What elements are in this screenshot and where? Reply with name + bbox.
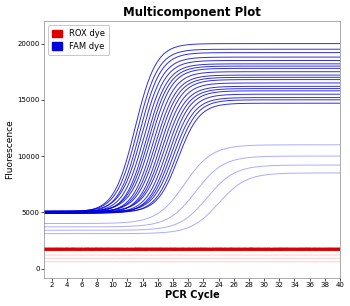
Y-axis label: Fluorescence: Fluorescence	[6, 119, 15, 179]
X-axis label: PCR Cycle: PCR Cycle	[164, 290, 219, 300]
Legend: ROX dye, FAM dye: ROX dye, FAM dye	[48, 25, 109, 55]
Title: Multicomponent Plot: Multicomponent Plot	[123, 6, 261, 19]
